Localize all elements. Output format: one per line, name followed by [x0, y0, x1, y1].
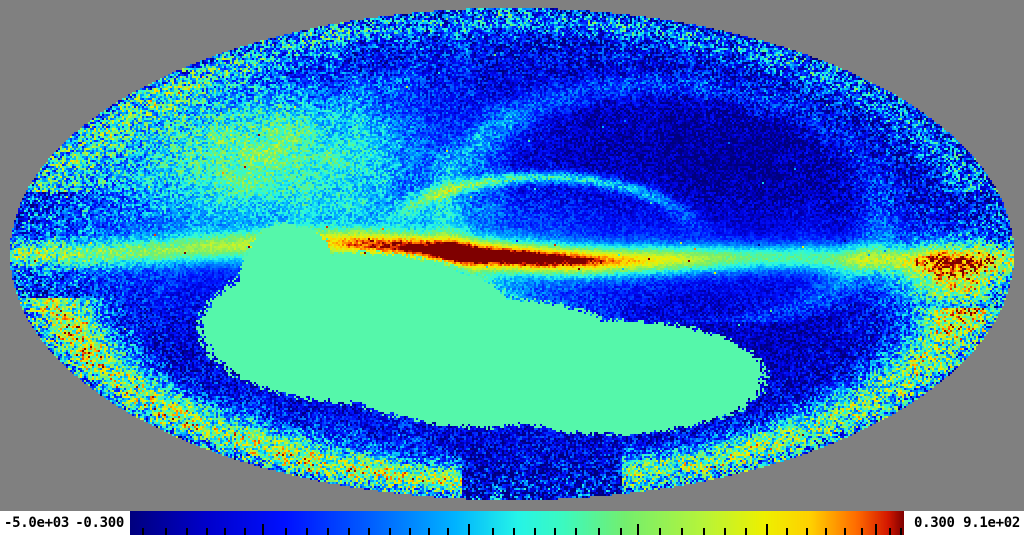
colorbar-max-label: 9.1e+02	[963, 515, 1020, 531]
mollweide-sky-canvas[interactable]	[10, 8, 1014, 500]
colorbar-min-label: -5.0e+03	[4, 515, 70, 531]
colorbar-gradient-canvas	[130, 511, 904, 535]
sky-map[interactable]	[10, 8, 1014, 500]
colorbar: -5.0e+03 -0.300 0.300 9.1e+02	[0, 511, 1024, 535]
colorbar-gradient[interactable]	[130, 511, 904, 535]
colorbar-left-labels: -5.0e+03 -0.300	[0, 511, 130, 535]
colorbar-high-label: 0.300	[914, 515, 955, 531]
colorbar-low-label: -0.300	[75, 515, 124, 531]
colorbar-right-labels: 0.300 9.1e+02	[904, 511, 1024, 535]
